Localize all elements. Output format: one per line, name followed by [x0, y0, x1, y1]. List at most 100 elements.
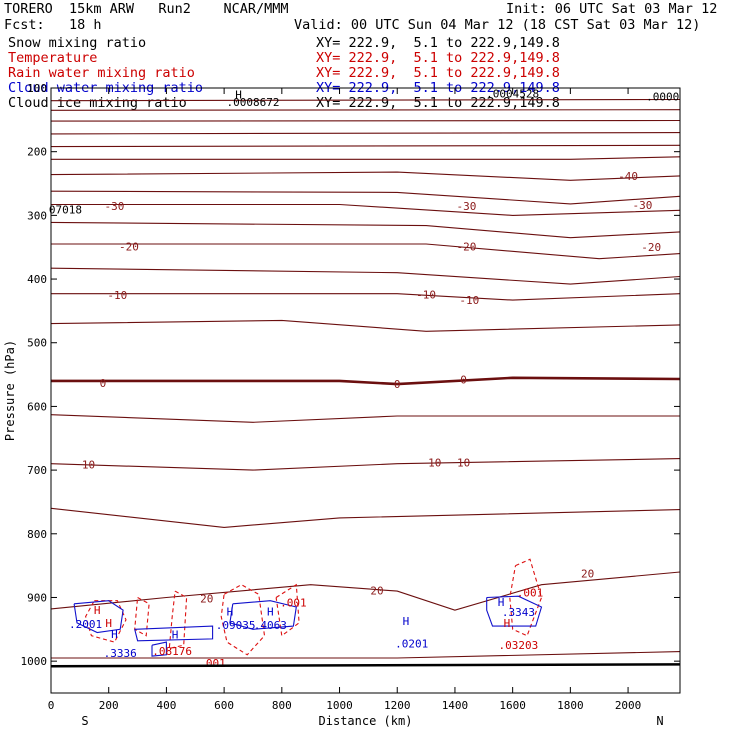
cloud-water-contour — [151, 641, 167, 657]
x-tick-label: 0 — [48, 699, 55, 712]
contour-value-label: .08176 — [152, 645, 192, 658]
contour-value-label: -10 — [416, 288, 436, 301]
field-name-temperature: Temperature — [8, 50, 98, 66]
y-tick-label: 100 — [27, 82, 47, 95]
cloud-water-contour — [229, 600, 297, 630]
rain-contour — [220, 584, 266, 656]
contour-value-label: -30 — [457, 200, 477, 213]
isotherm-line — [50, 109, 681, 111]
isotherm-line — [50, 458, 681, 471]
contour-value-label: 20 — [581, 567, 594, 580]
isotherm-line — [50, 221, 681, 239]
x-tick-label: 400 — [156, 699, 176, 712]
isotherm-line — [50, 144, 681, 148]
isotherm-line — [51, 651, 681, 659]
field-name-cloud-ice: Cloud ice mixing ratio — [8, 95, 187, 111]
high-marker: H — [111, 628, 118, 641]
isotherm-line — [51, 243, 681, 260]
temperature-isotherms — [50, 98, 681, 659]
y-axis-title: Pressure (hPa) — [3, 340, 17, 441]
contour-value-label: 10 — [82, 458, 95, 471]
init-time: Init: 06 UTC Sat 03 Mar 12 — [506, 1, 718, 17]
plot-frame — [50, 87, 681, 694]
high-marker: H — [227, 605, 234, 618]
rain-contours — [85, 558, 543, 656]
field-name-snow: Snow mixing ratio — [8, 35, 147, 51]
rain-contour — [134, 597, 150, 637]
contour-value-label: -20 — [457, 241, 477, 254]
contour-value-label: .0008672 — [226, 96, 279, 109]
x-tick-label: 1400 — [442, 699, 469, 712]
isotherm-line — [50, 98, 681, 102]
isotherm-line — [50, 171, 681, 181]
contour-value-label: .03203 — [499, 639, 539, 652]
contour-value-label: 20 — [200, 593, 213, 606]
rain-contour — [168, 590, 188, 650]
high-marker: H — [504, 617, 511, 630]
x-tick-label: 800 — [272, 699, 292, 712]
contour-value-label: 10 — [428, 456, 441, 469]
rain-contour — [509, 558, 543, 637]
terrain-line — [50, 663, 681, 668]
x-tick-label: 1000 — [326, 699, 353, 712]
rain-contour — [85, 600, 127, 643]
contour-value-label: .0004528 — [486, 88, 539, 101]
contour-value-label: .2001 — [69, 618, 102, 631]
contour-labels: -30 -20 -10 0 10 -30 -20 -10 -10 0 0 10 10 -40 -30 -20 2… — [49, 88, 679, 670]
high-marker: H — [172, 628, 179, 641]
contour-value-label: -10 — [459, 294, 479, 307]
y-tick-label: 400 — [27, 273, 47, 286]
contour-value-label: -20 — [641, 241, 661, 254]
x-axis-title: Distance (km) — [319, 714, 413, 728]
y-tick-label: 700 — [27, 464, 47, 477]
field-xy-rain: XY= 222.9, 5.1 to 222.9,149.8 — [316, 65, 560, 81]
isotherm-line — [50, 119, 681, 122]
run-title: TORERO 15km ARW Run2 NCAR/MMM — [4, 1, 289, 17]
end-label-south: S — [81, 714, 88, 728]
contour-value-label: -20 — [119, 241, 139, 254]
contour-value-label: .001 — [280, 597, 307, 610]
plot-border — [50, 87, 681, 694]
high-marker: H — [105, 617, 112, 630]
contour-value-label: .001 — [199, 657, 226, 670]
contour-value-label: .0000 — [646, 90, 679, 103]
isotherm-line — [51, 376, 681, 386]
rain-contour — [275, 583, 300, 637]
isotherm-line — [51, 293, 681, 301]
high-marker: H — [498, 596, 505, 609]
y-tick-label: 500 — [27, 337, 47, 350]
high-marker: H — [235, 88, 242, 101]
field-name-rain: Rain water mixing ratio — [8, 65, 195, 81]
isotherm-line — [50, 132, 681, 135]
y-tick-label: 600 — [27, 400, 47, 413]
contour-value-label: .09035 — [216, 619, 256, 632]
high-marker: H — [94, 604, 101, 617]
high-marker: H — [403, 615, 410, 628]
y-tick-label: 800 — [27, 528, 47, 541]
cloud-water-contour — [486, 595, 543, 627]
y-tick-label: 1000 — [21, 655, 48, 668]
contour-value-label: -30 — [633, 199, 653, 212]
isotherm-line — [51, 203, 681, 216]
isotherm-line — [50, 267, 681, 285]
x-tick-label: 1800 — [557, 699, 584, 712]
contour-value-label: .3336 — [104, 647, 137, 660]
forecast-hour: Fcst: 18 h — [4, 17, 102, 33]
valid-time: Valid: 00 UTC Sun 04 Mar 12 (18 CST Sat … — [294, 17, 701, 33]
x-tick-label: 1200 — [384, 699, 411, 712]
contour-value-label: 07018 — [49, 204, 82, 217]
contour-value-label: -30 — [105, 200, 125, 213]
field-xy-snow: XY= 222.9, 5.1 to 222.9,149.8 — [316, 35, 560, 51]
field-xy-temperature: XY= 222.9, 5.1 to 222.9,149.8 — [316, 50, 560, 66]
x-tick-label: 2000 — [615, 699, 642, 712]
isotherm-line — [50, 414, 680, 423]
contour-value-label: 0 — [100, 377, 107, 390]
contour-value-label: -40 — [618, 170, 638, 183]
cloud-water-contour — [73, 600, 124, 634]
contour-value-label: .3343 — [502, 606, 535, 619]
x-tick-label: 1600 — [499, 699, 526, 712]
isotherm-line — [50, 507, 681, 528]
y-tick-label: 300 — [27, 209, 47, 222]
